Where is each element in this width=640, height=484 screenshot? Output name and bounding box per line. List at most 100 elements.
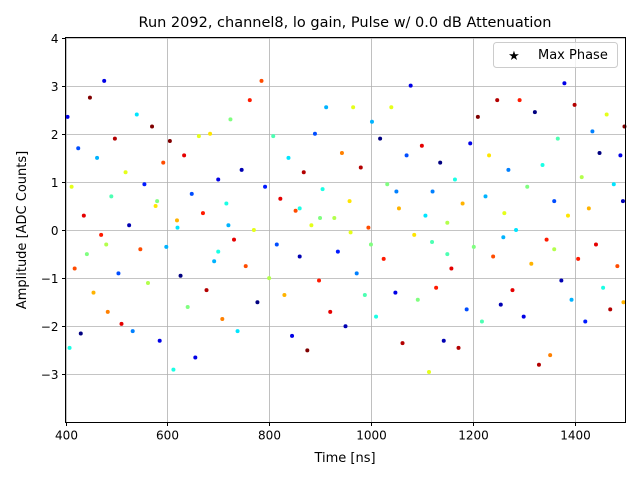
data-point [597, 151, 602, 155]
data-point [130, 329, 135, 334]
data-point [112, 136, 117, 141]
data-point [216, 249, 221, 254]
data-point [393, 290, 398, 295]
data-point [593, 242, 598, 247]
data-point [78, 331, 83, 336]
data-point [145, 280, 150, 285]
data-point [84, 252, 89, 257]
x-tick-label: 1200 [458, 429, 489, 443]
data-point [220, 317, 225, 322]
x-tick-label: 1400 [560, 429, 591, 443]
data-point [449, 266, 454, 271]
y-tick-label: 3 [51, 80, 59, 94]
data-point [157, 338, 162, 343]
data-point [369, 119, 374, 124]
data-point [536, 362, 541, 367]
data-point [362, 292, 367, 297]
data-point [69, 184, 74, 189]
data-point [189, 191, 194, 196]
data-point [328, 309, 333, 314]
data-point [263, 184, 268, 189]
data-point [621, 300, 626, 305]
data-point [381, 256, 386, 261]
data-point [487, 153, 492, 158]
data-point [348, 230, 353, 235]
data-point [586, 206, 591, 211]
data-point [324, 105, 329, 110]
legend-box [493, 42, 618, 68]
data-point [193, 355, 198, 360]
data-point [332, 215, 337, 220]
data-point [569, 297, 574, 302]
data-point [517, 98, 522, 103]
data-point [540, 163, 545, 168]
data-point [251, 228, 256, 232]
y-tick-label: −1 [41, 272, 59, 286]
data-point [498, 302, 503, 307]
star-icon: ★ [508, 49, 520, 64]
data-points [65, 78, 627, 374]
data-point [620, 199, 625, 204]
data-point [105, 309, 110, 314]
legend-label-max-phase: Max Phase [538, 48, 608, 63]
x-tick-label: 800 [258, 429, 281, 443]
data-point [317, 278, 322, 283]
data-point [555, 136, 560, 141]
data-point [491, 254, 496, 259]
data-point [297, 206, 302, 211]
data-point [134, 112, 139, 117]
y-tick-label: −2 [41, 320, 59, 334]
data-point [109, 194, 114, 199]
data-point [301, 170, 306, 175]
data-point [396, 206, 401, 211]
data-point [430, 189, 435, 194]
data-point [548, 353, 553, 358]
data-point [259, 78, 264, 83]
data-point [576, 256, 581, 261]
data-point [232, 237, 237, 242]
data-point [142, 182, 147, 187]
data-point [374, 314, 379, 319]
data-point [394, 189, 399, 194]
y-tick-label: 0 [51, 224, 59, 238]
data-point [502, 211, 507, 216]
y-axis-label: Amplitude [ADC Counts] [15, 151, 30, 309]
data-point [164, 244, 169, 249]
data-point [368, 242, 373, 247]
data-point [583, 319, 588, 324]
data-point [347, 199, 352, 204]
data-point [138, 247, 143, 252]
data-point [430, 240, 435, 245]
data-point [95, 155, 100, 160]
data-point [343, 324, 348, 329]
axis-ticks: 400 600 800 1000 1200 1400 −3 −2 −1 0 1 2 3 4 [41, 32, 591, 443]
data-point [456, 345, 461, 350]
data-point [514, 228, 519, 232]
data-point [351, 105, 356, 110]
data-point [464, 307, 469, 312]
data-point [174, 218, 179, 223]
data-point [235, 329, 240, 334]
grid [65, 37, 626, 423]
data-point [116, 271, 121, 276]
data-point [247, 98, 252, 103]
data-point [525, 184, 530, 189]
data-point [419, 143, 424, 148]
data-point [579, 175, 584, 180]
data-point [99, 232, 104, 237]
data-point [91, 290, 96, 295]
data-point [123, 170, 128, 175]
data-point [479, 319, 484, 324]
data-point [471, 244, 476, 249]
data-point [452, 177, 457, 182]
data-point [615, 264, 620, 269]
data-point [483, 194, 488, 199]
data-point [468, 141, 473, 146]
data-point [150, 124, 155, 129]
data-point [290, 333, 295, 338]
data-point [445, 252, 450, 257]
data-point [415, 297, 420, 302]
data-point [200, 211, 205, 216]
data-point [175, 225, 180, 230]
data-point [434, 285, 439, 290]
